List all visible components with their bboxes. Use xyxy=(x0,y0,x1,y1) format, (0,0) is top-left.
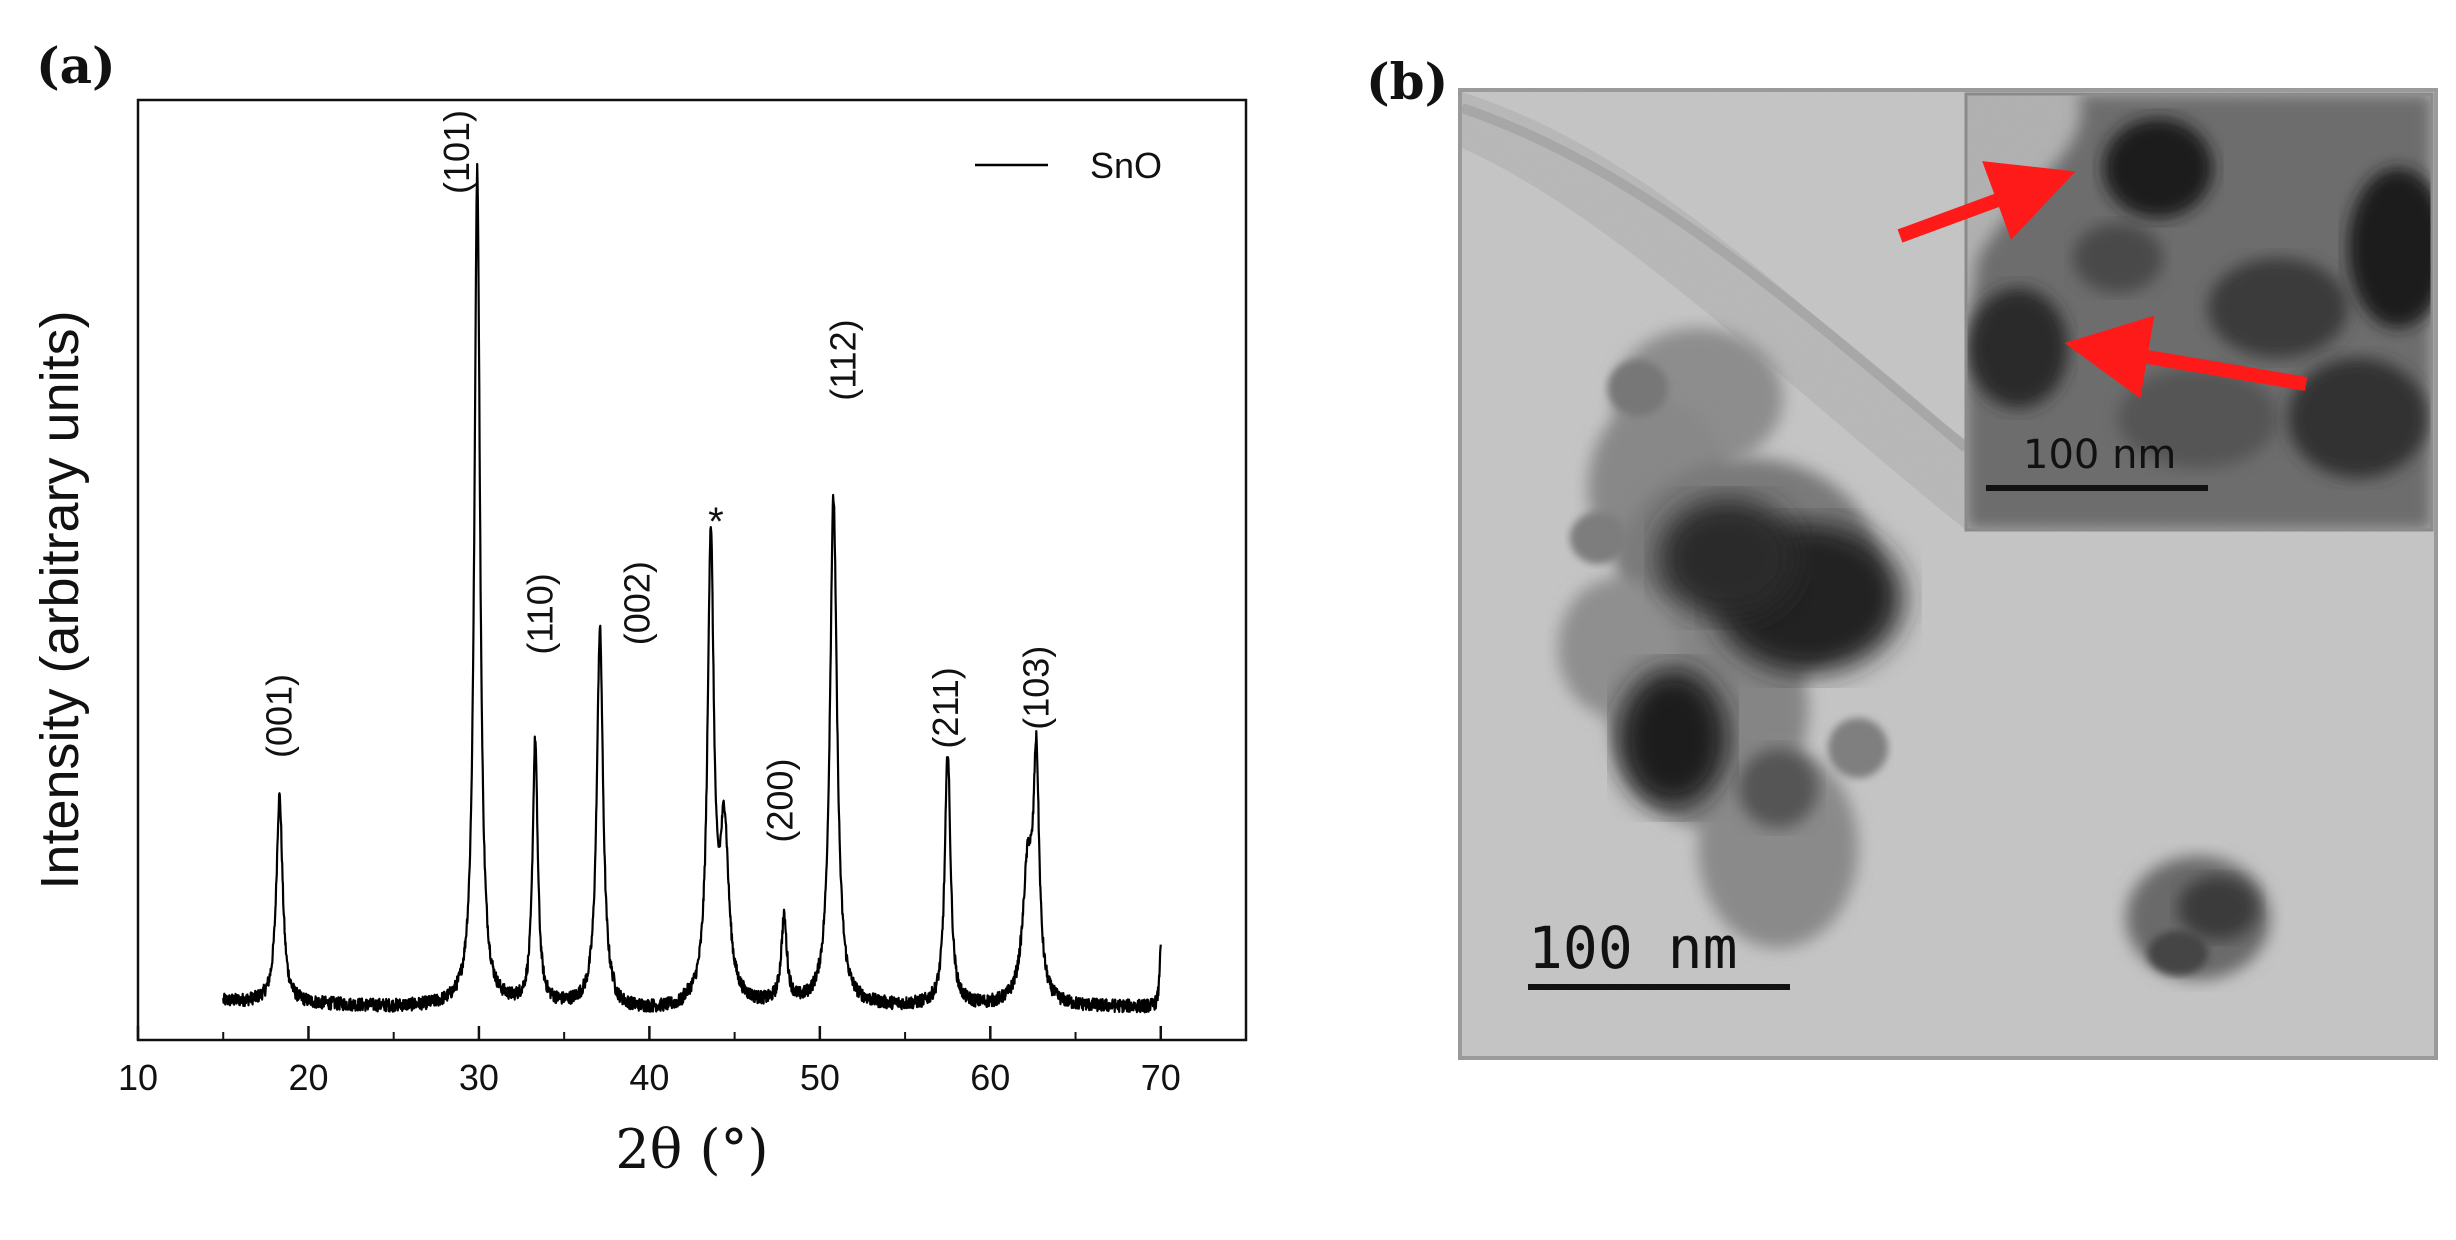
nanoparticle-aggregate-small xyxy=(2126,856,2270,980)
chart-labels: SnO (001) (101) (110) (002) * (200) (112) (211) (… xyxy=(258,110,1162,843)
x-tick-label: 70 xyxy=(1141,1057,1181,1098)
peak-annotation: * xyxy=(708,500,724,544)
x-tick-label: 60 xyxy=(970,1057,1010,1098)
peak-annotation: (211) xyxy=(925,667,966,748)
scalebar-main-label: 100 nm xyxy=(1528,914,1738,982)
chart-marks xyxy=(222,162,1162,1014)
peak-annotation: (001) xyxy=(258,674,299,758)
x-tick-label: 30 xyxy=(459,1057,499,1098)
peak-annotation: (101) xyxy=(436,110,477,194)
legend-label: SnO xyxy=(1090,145,1162,186)
x-tick-label: 40 xyxy=(629,1057,669,1098)
x-tick-label: 10 xyxy=(118,1057,158,1098)
film-edge xyxy=(1462,92,1966,530)
peak-annotation: (002) xyxy=(616,561,657,645)
tem-inset: 100 nm xyxy=(1964,92,2434,532)
scalebar-inset-label: 100 nm xyxy=(2023,432,2176,478)
peak-annotation: (200) xyxy=(760,759,801,843)
tem-micrograph: 100 nm 100 nm xyxy=(1458,88,2438,1060)
peak-annotation: (103) xyxy=(1015,646,1056,730)
chart-axes: 10 20 30 40 50 60 70 2θ (°) Intensity (arbitrary… xyxy=(30,98,1248,1181)
panel-b-label: (b) xyxy=(1366,52,1449,111)
xrd-pattern-line xyxy=(222,162,1162,1014)
peak-annotation: (112) xyxy=(823,319,864,400)
x-tick-label: 50 xyxy=(800,1057,840,1098)
x-axis-label: 2θ (°) xyxy=(615,1118,768,1181)
red-arrow-icon xyxy=(1897,161,2076,243)
y-axis-label: Intensity (arbitrary units) xyxy=(30,310,90,889)
nanoparticle-aggregate-large xyxy=(1558,328,1903,948)
peak-annotation: (110) xyxy=(519,573,560,654)
x-tick-label: 20 xyxy=(288,1057,328,1098)
panel-a-label: (a) xyxy=(36,36,116,95)
xrd-chart: 10 20 30 40 50 60 70 2θ (°) Intensity (arbitrary… xyxy=(30,98,1248,1181)
plot-frame xyxy=(136,98,1248,1042)
inset-arrows xyxy=(1897,161,2308,399)
scalebar-main: 100 nm xyxy=(1528,914,1790,990)
red-arrow-icon xyxy=(2064,315,2308,399)
